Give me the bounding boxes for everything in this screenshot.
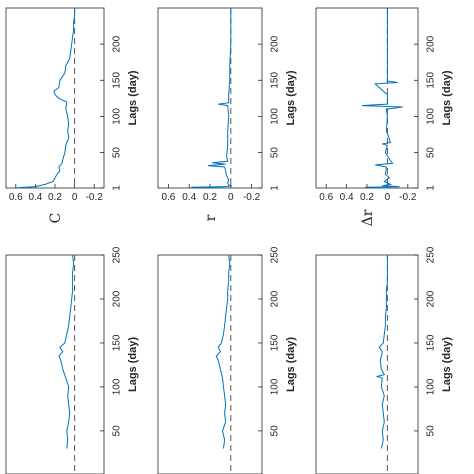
x-tick-label: 200: [270, 290, 281, 307]
series-line: [215, 254, 231, 449]
x-tick-label: 1: [426, 185, 437, 191]
axes-frame: [157, 254, 263, 474]
x-tick-label: 150: [270, 334, 281, 351]
x-tick-label: 150: [112, 334, 123, 351]
panel-left-middle: 50 100 150 200 250 Lags (day): [157, 246, 297, 474]
x-tick-label: 150: [270, 72, 281, 89]
y-axis-label: C: [48, 213, 64, 224]
x-axis-label: Lags (day): [127, 70, 139, 125]
x-axis-label: Lags (day): [285, 70, 297, 125]
series-line: [58, 254, 75, 449]
panel-left-bottom: 50 100 150 200 250 Lags (day): [315, 246, 453, 474]
x-tick-label: 50: [270, 147, 281, 159]
axes-frame: [157, 7, 263, 189]
y-tick-label: 0.6: [9, 192, 23, 203]
y-tick-label: 0.2: [203, 192, 217, 203]
y-tick-label: 0.4: [28, 192, 42, 203]
axes-frame: [315, 7, 419, 189]
y-tick-label: -0.2: [399, 192, 417, 203]
y-tick-label: 0.2: [48, 192, 62, 203]
series-line: [191, 8, 232, 189]
x-tick-label: 150: [426, 72, 437, 89]
series-line: [13, 8, 76, 189]
x-tick-label: 1: [270, 185, 281, 191]
y-axis-label: r: [203, 214, 219, 221]
x-tick-label: 200: [426, 290, 437, 307]
x-tick-label: 50: [112, 147, 123, 159]
x-tick-label: 200: [426, 35, 437, 52]
y-tick-label: 0: [72, 192, 78, 203]
x-tick-label: 150: [426, 334, 437, 351]
x-tick-label: 100: [270, 108, 281, 125]
x-tick-label: 100: [426, 108, 437, 125]
x-tick-label: 250: [112, 246, 123, 263]
series-line: [375, 255, 388, 449]
y-tick-label: 0.2: [360, 192, 374, 203]
x-axis-label: Lags (day): [441, 70, 453, 125]
y-tick-label: -0.2: [86, 192, 104, 203]
x-tick-label: 200: [112, 35, 123, 52]
x-tick-label: 50: [112, 425, 123, 437]
x-tick-label: 100: [426, 378, 437, 395]
panel-left-top: 50 100 150 200 250 Lags (day): [5, 246, 139, 474]
x-axis-label: Lags (day): [441, 337, 453, 392]
x-tick-label: 200: [270, 35, 281, 52]
x-tick-label: 50: [426, 425, 437, 437]
y-tick-label: 0.4: [182, 192, 196, 203]
axes-frame: [5, 254, 105, 474]
x-tick-label: 250: [270, 246, 281, 263]
axes-frame: [315, 254, 419, 474]
x-tick-label: 50: [270, 425, 281, 437]
x-axis-label: Lags (day): [127, 337, 139, 392]
x-tick-label: 100: [112, 108, 123, 125]
y-tick-label: 0: [385, 192, 391, 203]
axes-frame: [5, 7, 105, 189]
y-axis-label: Δr: [360, 209, 376, 226]
y-tick-label: 0.6: [319, 192, 333, 203]
x-tick-label: 1: [112, 185, 123, 191]
y-tick-label: 0.6: [161, 192, 175, 203]
x-tick-label: 100: [112, 378, 123, 395]
x-tick-label: 150: [112, 72, 123, 89]
x-axis-label: Lags (day): [285, 337, 297, 392]
y-tick-label: -0.2: [243, 192, 261, 203]
x-tick-label: 250: [426, 246, 437, 263]
y-tick-label: 0.4: [340, 192, 354, 203]
x-tick-label: 50: [426, 147, 437, 159]
x-tick-label: 100: [270, 378, 281, 395]
y-tick-label: 0: [228, 192, 234, 203]
series-line: [361, 8, 403, 189]
x-tick-label: 200: [112, 290, 123, 307]
